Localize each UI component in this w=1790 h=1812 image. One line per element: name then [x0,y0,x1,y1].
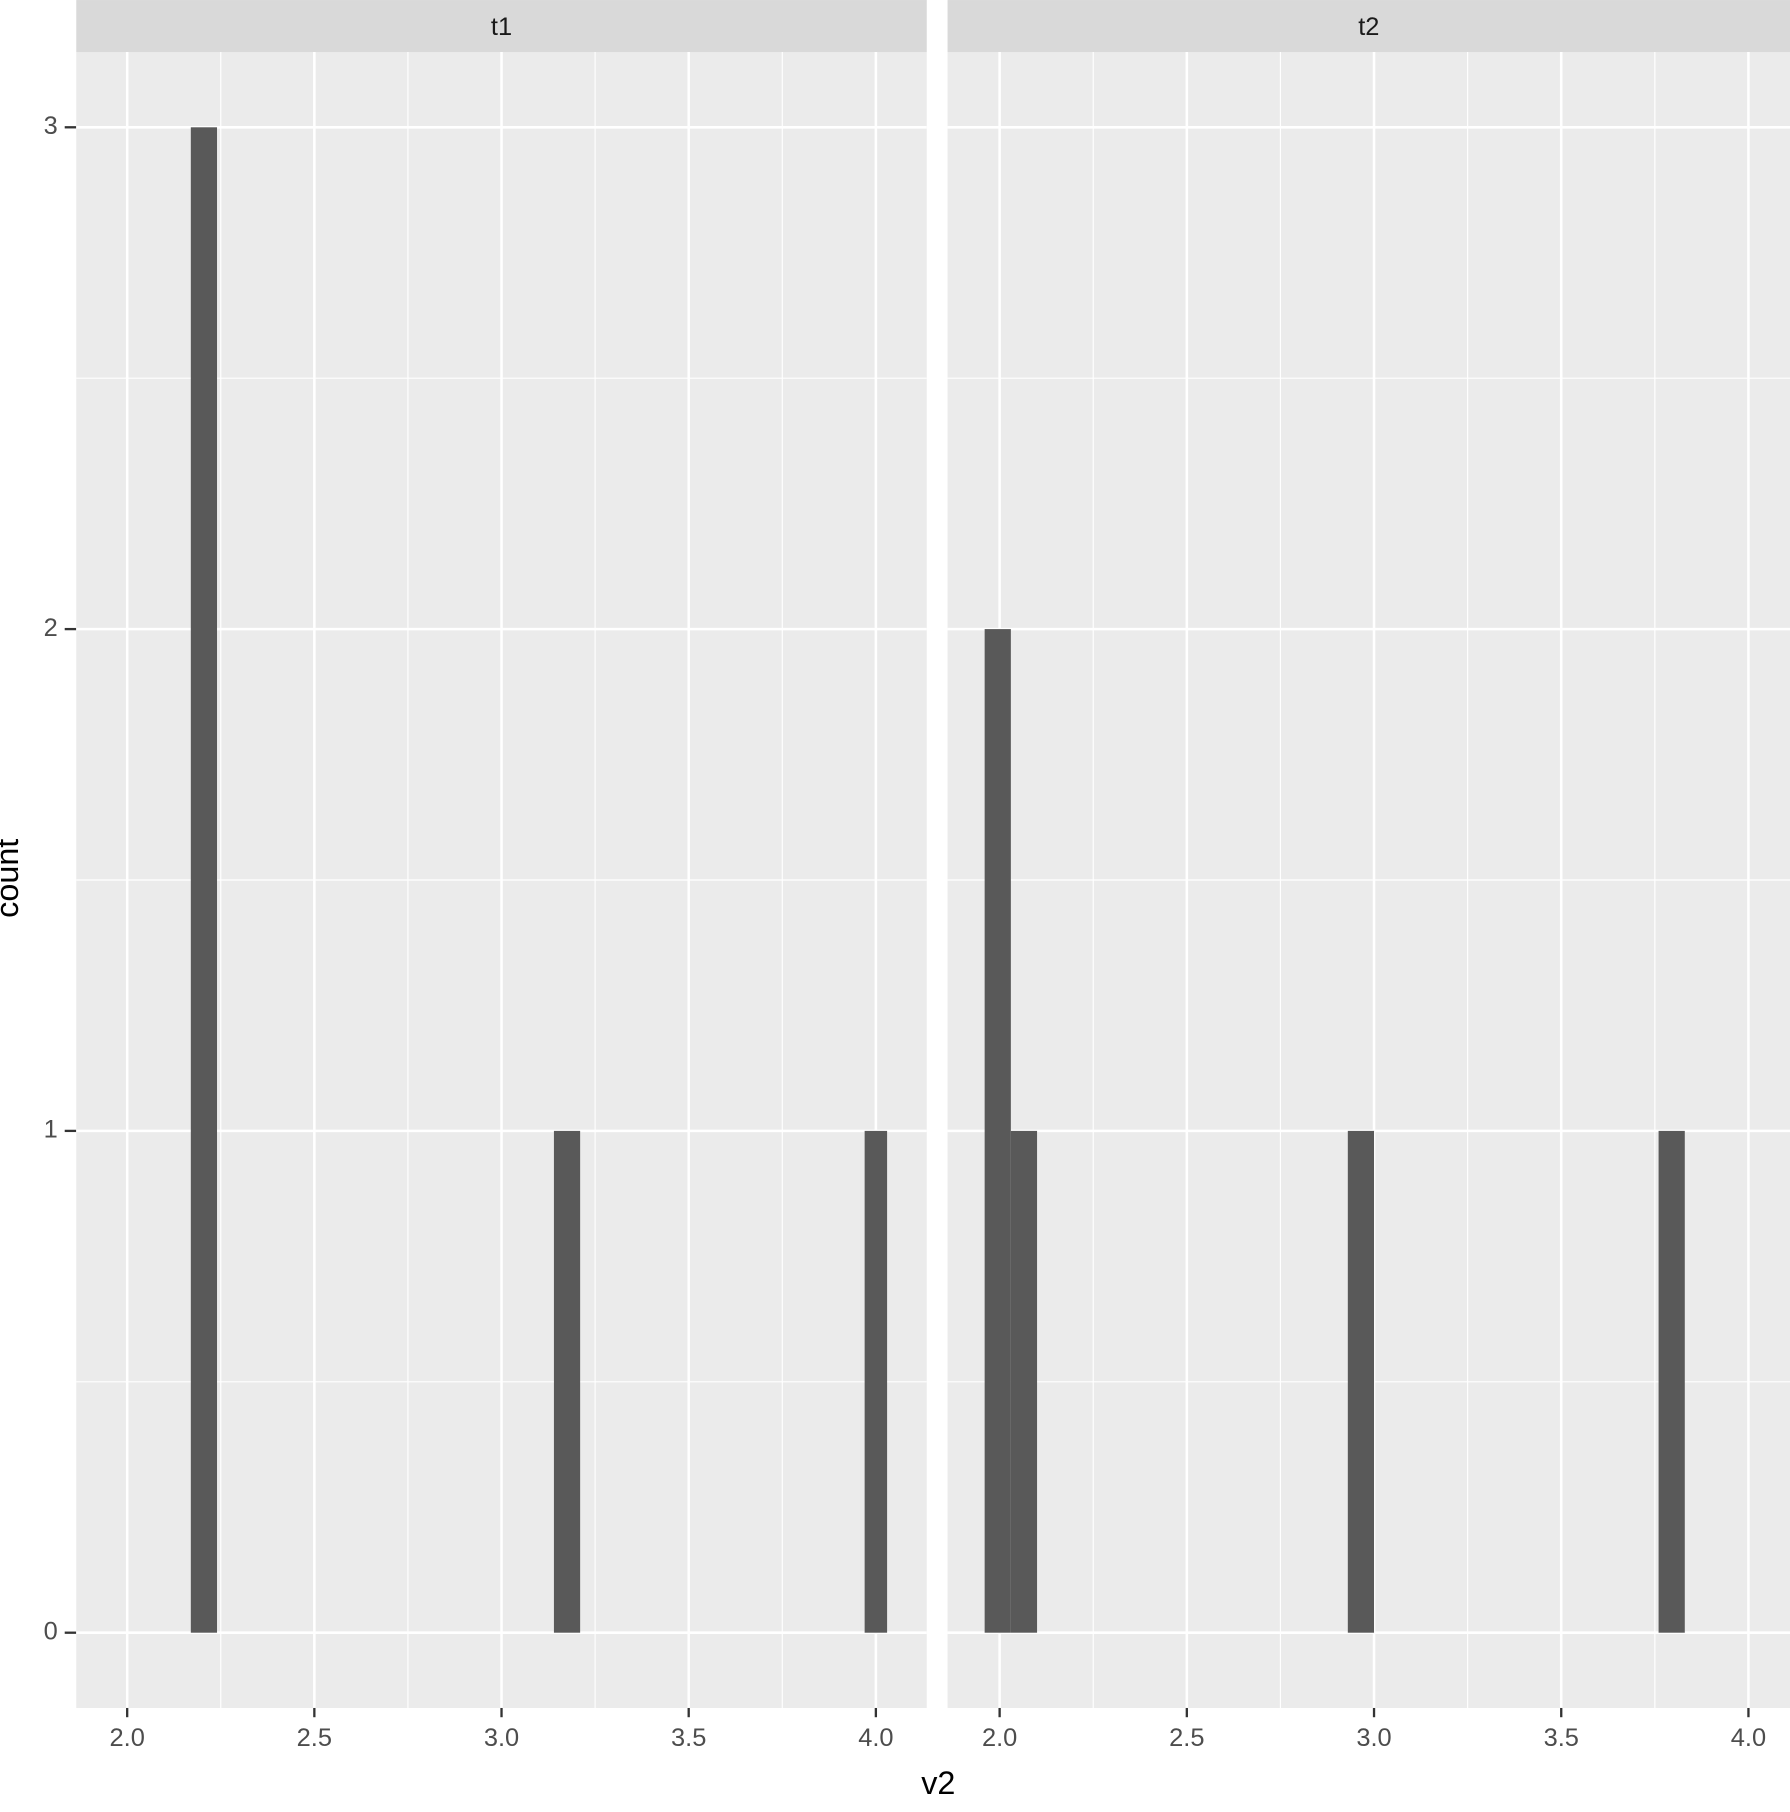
x-tick-label: 4.0 [858,1724,893,1752]
y-tick-label: 1 [44,1116,58,1144]
bar [1658,1130,1685,1633]
bar [1347,1130,1375,1633]
x-axis-title: v2 [921,1765,955,1801]
strip-background [76,0,927,53]
y-axis-title: count [0,839,25,918]
x-tick-label: 4.0 [1731,1724,1766,1752]
strip-label: t2 [1358,13,1379,41]
x-tick-label: 2.0 [110,1724,145,1752]
y-tick-label: 2 [44,614,58,642]
bar [864,1130,888,1633]
strip-label: t1 [491,13,512,41]
x-tick-label: 3.0 [1356,1724,1391,1752]
bar [984,629,1011,1633]
x-tick-label: 3.5 [1544,1724,1579,1752]
x-tick-label: 2.5 [1169,1724,1204,1752]
y-tick-label: 0 [44,1617,58,1645]
bar [190,127,218,1633]
bar [1010,1130,1038,1633]
x-tick-label: 3.0 [484,1724,519,1752]
x-tick-label: 3.5 [671,1724,706,1752]
bar [553,1130,581,1633]
y-tick-label: 3 [44,112,58,140]
x-tick-label: 2.0 [982,1724,1017,1752]
x-tick-label: 2.5 [297,1724,332,1752]
strip-background [947,0,1790,53]
